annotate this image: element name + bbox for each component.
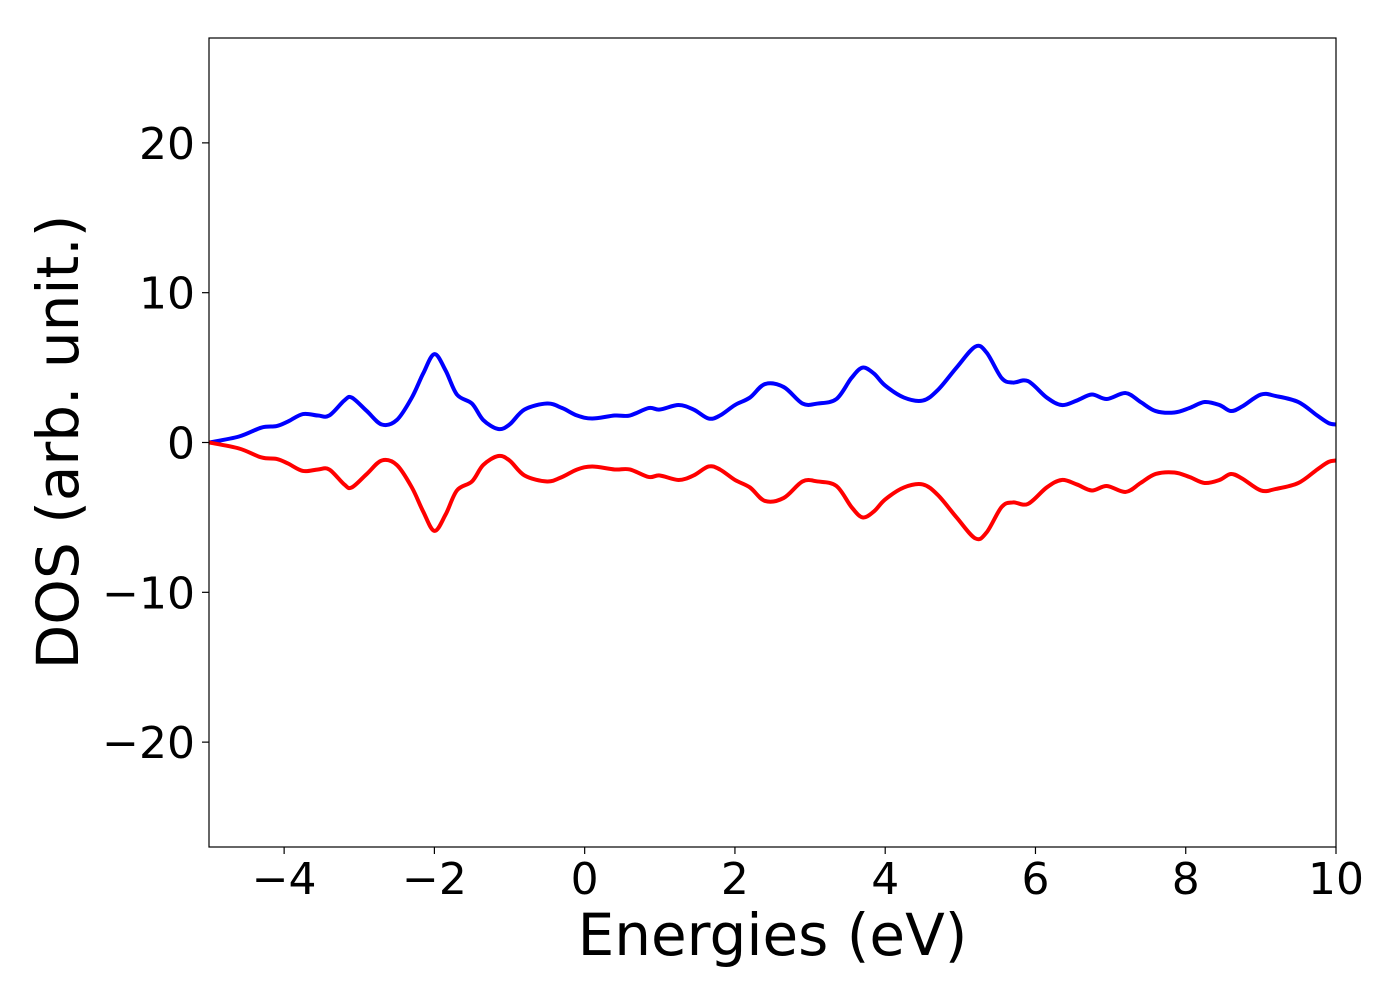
x-axis-title: Energies (eV) [578,901,968,969]
y-tick-label: −20 [102,718,195,769]
x-tick-label: 6 [1021,854,1049,905]
dos-line-positive [209,343,1336,445]
y-tick-label: 20 [139,119,195,170]
y-axis-title: DOS (arb. unit.) [24,215,92,670]
y-tick-label: −10 [102,568,195,619]
x-tick-label: 10 [1308,854,1364,905]
series-layer [209,343,1336,542]
x-tick-label: 0 [571,854,599,905]
x-tick-label: 8 [1172,854,1200,905]
y-tick-label: 0 [167,419,195,470]
x-tick-label: 4 [871,854,899,905]
x-tick-label: −4 [252,854,317,905]
x-axis: −4 −2 0 2 4 6 8 10 [252,847,1364,905]
x-tick-label: 2 [721,854,749,905]
y-tick-label: 10 [139,269,195,320]
dos-line-negative [209,440,1336,542]
y-axis: −20 −10 0 10 20 [102,119,209,769]
x-tick-label: −2 [402,854,467,905]
plot-frame [208,37,1337,848]
